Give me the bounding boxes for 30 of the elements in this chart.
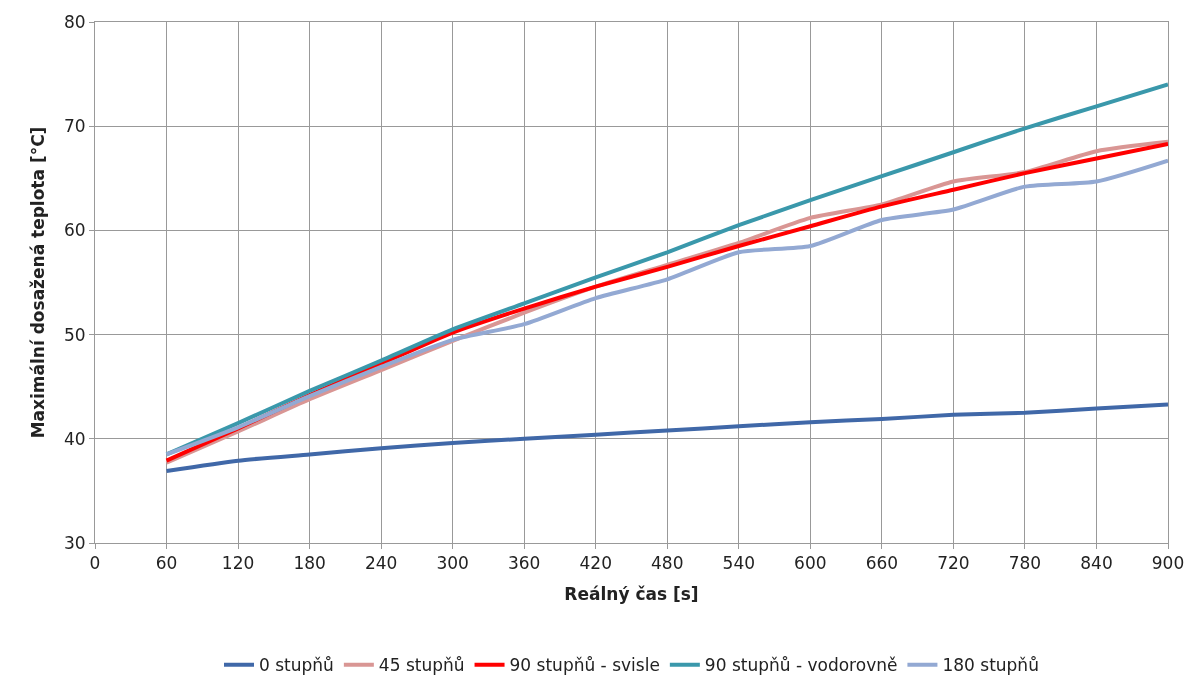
x-tick-label: 240 — [364, 553, 398, 574]
x-tick-label: 120 — [221, 553, 255, 574]
x-tick-label: 540 — [722, 553, 756, 574]
x-tick-label: 660 — [865, 553, 899, 574]
y-tick-label: 70 — [63, 116, 86, 137]
x-tick-label: 600 — [794, 553, 827, 574]
y-tick-label: 80 — [63, 11, 86, 32]
legend-label: 90 stupňů - svisle — [509, 655, 660, 676]
y-tick-label: 40 — [63, 428, 86, 449]
legend-label: 180 stupňů — [942, 655, 1039, 676]
line-series — [164, 402, 1168, 474]
x-tick-label: 840 — [1080, 553, 1113, 574]
y-tick-label: 60 — [63, 220, 86, 241]
x-tick-label: 300 — [436, 553, 469, 574]
legend-label: 90 stupňů - vodorovně — [704, 655, 898, 676]
x-tick-label: 480 — [651, 553, 684, 574]
y-tick-label: 50 — [63, 324, 86, 345]
x-tick-label: 60 — [155, 553, 178, 574]
y-axis-title: Maximální dosažená teplota [°C] — [27, 126, 48, 439]
y-tick-label: 30 — [63, 532, 86, 553]
x-axis-title: Reálný čas [s] — [564, 583, 699, 604]
legend-label: 0 stupňů — [259, 655, 334, 676]
x-tick-label: 780 — [1008, 553, 1042, 574]
x-tick-label: 420 — [579, 553, 612, 574]
x-tick-label: 900 — [1151, 553, 1185, 574]
x-tick-label: 0 — [89, 553, 101, 574]
x-tick-label: 360 — [507, 553, 541, 574]
legend-label: 45 stupňů — [378, 655, 465, 676]
x-tick-label: 720 — [937, 553, 970, 574]
x-tick-label: 180 — [293, 553, 326, 574]
